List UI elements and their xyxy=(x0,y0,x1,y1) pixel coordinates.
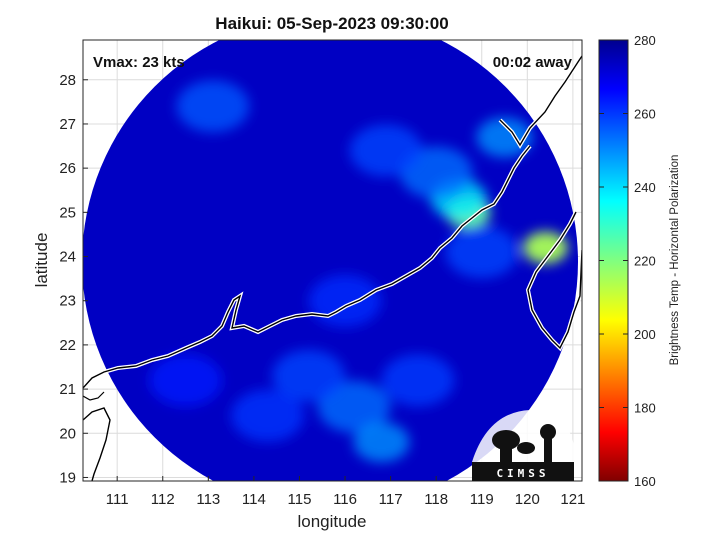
logo-text: CIMSS xyxy=(496,467,549,480)
cold-feature-point xyxy=(476,117,533,158)
colorbar-tick-label: 220 xyxy=(634,254,656,269)
y-tick-label: 22 xyxy=(59,337,76,354)
x-axis-label: longitude xyxy=(297,512,366,531)
colorbar-tick-label: 260 xyxy=(634,107,656,122)
x-tick-label: 115 xyxy=(288,491,312,508)
coastline-south-china-inner xyxy=(83,145,531,389)
cold-feature-point xyxy=(231,389,304,442)
y-tick-label: 27 xyxy=(59,116,76,133)
cold-feature-point xyxy=(353,422,410,463)
colorbar-tick-label: 240 xyxy=(634,180,656,195)
colorbar-label: Brightness Temp - Horizontal Polarizatio… xyxy=(669,155,681,366)
x-tick-label: 114 xyxy=(242,491,266,508)
plot-frame xyxy=(82,39,583,482)
x-tick-label: 117 xyxy=(379,491,403,508)
cold-feature-point xyxy=(149,354,222,407)
cold-feature-point xyxy=(445,226,519,279)
y-tick-label: 23 xyxy=(59,293,76,310)
cold-feature-point xyxy=(176,80,250,133)
colorbar-tick-label: 160 xyxy=(634,474,656,489)
coastline-china-north-inner xyxy=(499,55,582,147)
y-tick-label: 20 xyxy=(59,425,76,442)
cold-feature-point xyxy=(272,349,345,402)
chart-title: Haikui: 05-Sep-2023 09:30:00 xyxy=(215,14,448,33)
y-tick-label: 25 xyxy=(59,204,76,221)
cold-feature-point xyxy=(317,380,391,433)
y-tick-label: 26 xyxy=(59,160,76,177)
coastline-hainan xyxy=(83,407,111,481)
cold-feature-point xyxy=(381,354,455,407)
y-axis-ticks: 19 20 21 22 23 24 25 26 27 28 xyxy=(59,72,88,486)
x-tick-label: 112 xyxy=(151,491,175,508)
y-tick-label: 21 xyxy=(59,381,76,398)
y-tick-label: 24 xyxy=(59,249,76,266)
cold-feature-point xyxy=(308,274,382,327)
colorbar-tick-label: 200 xyxy=(634,327,656,342)
vmax-annotation: Vmax: 23 kts xyxy=(93,54,185,71)
y-tick-label: 28 xyxy=(59,72,76,89)
x-tick-label: 113 xyxy=(196,491,220,508)
coastline-leizhou xyxy=(83,391,105,401)
cold-feature-layer xyxy=(149,80,568,463)
x-tick-label: 118 xyxy=(424,491,448,508)
x-tick-label: 111 xyxy=(106,491,129,508)
cimss-logo: CIMSS xyxy=(472,410,574,481)
x-tick-label: 121 xyxy=(560,491,585,508)
coastline-layer xyxy=(83,54,582,481)
cold-feature-point xyxy=(523,231,568,264)
time-offset-annotation: 00:02 away xyxy=(493,54,573,71)
colorbar-tick-label: 180 xyxy=(634,401,656,416)
coastline-taiwan-inner xyxy=(527,211,582,350)
cold-feature-point xyxy=(349,124,423,177)
y-axis-label: latitude xyxy=(32,233,51,288)
x-tick-label: 116 xyxy=(333,491,357,508)
x-tick-label: 119 xyxy=(470,491,494,508)
x-axis-ticks: 111 112 113 114 115 116 117 118 119 120 121 xyxy=(106,476,585,508)
colorbar-ticks: 160 180 200 220 240 260 280 xyxy=(599,33,656,489)
y-tick-label: 19 xyxy=(59,469,76,486)
colorbar-tick-label: 280 xyxy=(634,33,656,48)
x-tick-label: 120 xyxy=(515,491,540,508)
